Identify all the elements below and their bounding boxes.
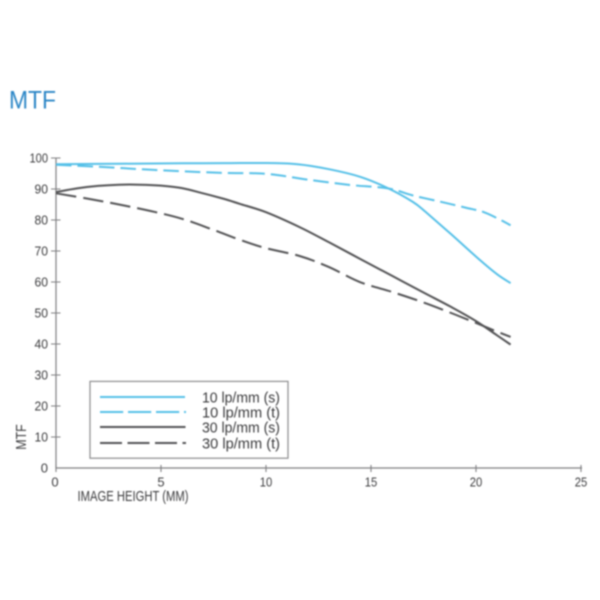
svg-text:MTF: MTF [9,87,56,115]
svg-text:5: 5 [157,474,164,489]
svg-text:30: 30 [35,368,49,383]
svg-text:25: 25 [575,474,588,489]
svg-text:80: 80 [35,213,49,228]
svg-text:15: 15 [365,474,378,489]
svg-text:30 lp/mm (s): 30 lp/mm (s) [202,420,280,436]
svg-text:0: 0 [41,461,48,476]
svg-text:40: 40 [35,337,49,352]
svg-text:10 lp/mm (t): 10 lp/mm (t) [202,405,280,421]
svg-text:20: 20 [470,474,483,489]
svg-text:90: 90 [35,182,49,197]
svg-text:IMAGE HEIGHT (MM): IMAGE HEIGHT (MM) [78,488,189,505]
svg-text:MTF: MTF [13,424,30,450]
svg-text:30 lp/mm (t): 30 lp/mm (t) [202,436,280,452]
svg-text:70: 70 [35,244,49,259]
svg-text:100: 100 [30,151,49,166]
svg-text:10 lp/mm (s): 10 lp/mm (s) [202,390,280,406]
svg-text:60: 60 [35,275,49,290]
svg-text:20: 20 [35,399,49,414]
svg-text:10: 10 [35,430,49,445]
svg-text:0: 0 [51,474,58,489]
svg-text:10: 10 [260,474,273,489]
svg-text:50: 50 [35,306,49,321]
